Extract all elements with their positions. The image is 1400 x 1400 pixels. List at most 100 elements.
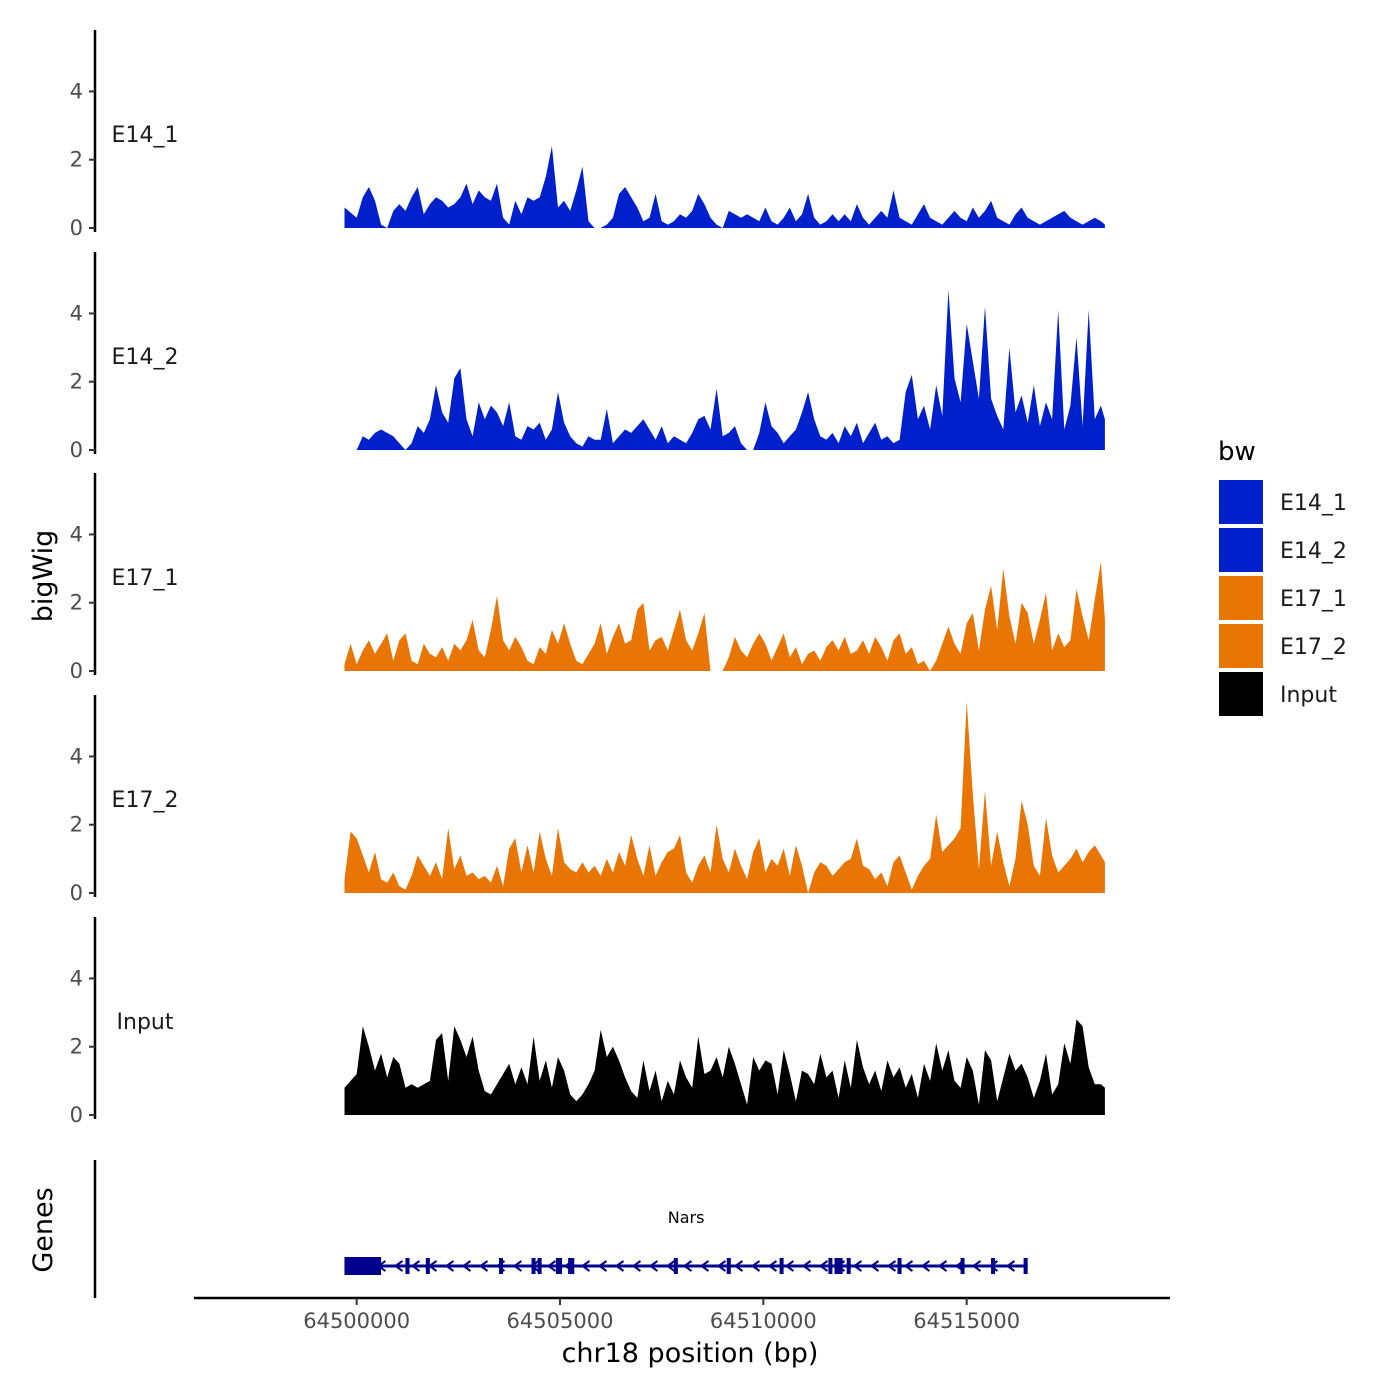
y-tick-label: 2 (70, 370, 83, 394)
exon (726, 1258, 731, 1274)
strand-arrow (665, 1260, 676, 1272)
legend-label: E17_1 (1280, 587, 1347, 612)
strand-arrow (682, 1260, 693, 1272)
strand-arrow (1005, 1260, 1016, 1272)
track-panel-e17_1: 0 2 4 E17_1 (70, 473, 1105, 683)
gene-track: Nars (93, 1160, 1028, 1298)
legend-entry-e14_1: E14_1 (1219, 480, 1347, 524)
track-label: E14_1 (112, 123, 179, 148)
exon (779, 1258, 784, 1274)
strand-arrow (971, 1260, 982, 1272)
signal-area-e14_1 (344, 146, 1105, 228)
signal-area-e14_2 (356, 289, 1105, 450)
legend-swatch (1219, 672, 1263, 716)
y-tick-label: 2 (70, 1035, 83, 1059)
exon (344, 1257, 382, 1275)
exon (838, 1258, 843, 1274)
legend-entry-e17_2: E17_2 (1219, 624, 1347, 668)
track-label: Input (117, 1010, 174, 1035)
exon (568, 1258, 575, 1274)
y-tick-label: 0 (70, 438, 83, 462)
strand-arrow (393, 1260, 404, 1272)
y-tick-label: 2 (70, 813, 83, 837)
exon (897, 1258, 902, 1274)
legend-label: Input (1280, 683, 1337, 708)
strand-arrow (750, 1260, 761, 1272)
legend-entry-input: Input (1219, 672, 1337, 716)
track-panel-e14_2: 0 2 4 E14_2 (70, 252, 1105, 462)
y-tick-label: 4 (70, 744, 83, 768)
strand-arrow (903, 1260, 914, 1272)
strand-arrow (461, 1260, 472, 1272)
legend-swatch (1219, 624, 1263, 668)
strand-arrow (767, 1260, 778, 1272)
y-axis-title: bigWig (28, 530, 59, 623)
exon (828, 1258, 833, 1274)
exon (425, 1258, 430, 1274)
y-tick-label: 0 (70, 216, 83, 240)
strand-arrow (818, 1260, 829, 1272)
exon (1023, 1258, 1028, 1274)
y-tick-label: 0 (70, 881, 83, 905)
exon (499, 1258, 503, 1274)
exon (405, 1258, 410, 1274)
gene-name-label: Nars (668, 1208, 705, 1227)
signal-area-input (344, 1019, 1105, 1115)
x-tick-label: 64500000 (303, 1309, 410, 1333)
strand-arrow (920, 1260, 931, 1272)
legend: bw E14_1 E14_2 E17_1 E17_2 Input (1218, 437, 1347, 716)
track-label: E17_1 (112, 566, 179, 591)
y-tick-label: 4 (70, 522, 83, 546)
y-tick-label: 4 (70, 79, 83, 103)
legend-title: bw (1218, 437, 1256, 467)
strand-arrow (716, 1260, 727, 1272)
y-tick-label: 0 (70, 1103, 83, 1127)
x-axis-title: chr18 position (bp) (562, 1338, 819, 1369)
legend-swatch (1219, 576, 1263, 620)
strand-arrow (631, 1260, 642, 1272)
signal-area-e17_2 (344, 701, 1105, 893)
x-tick-label: 64515000 (913, 1309, 1020, 1333)
y-tick-label: 2 (70, 148, 83, 172)
strand-arrow (869, 1260, 880, 1272)
exon (846, 1258, 851, 1274)
strand-arrow (580, 1260, 591, 1272)
strand-arrow (648, 1260, 659, 1272)
exon (960, 1258, 965, 1274)
strand-arrow (410, 1260, 421, 1272)
exon (555, 1258, 563, 1274)
x-axis: 64500000 64505000 64510000 64515000 (194, 1296, 1170, 1333)
legend-swatch (1219, 480, 1263, 524)
genes-axis-title: Genes (28, 1187, 59, 1272)
strand-arrow (529, 1260, 540, 1272)
y-tick-label: 2 (70, 591, 83, 615)
exon (537, 1258, 542, 1274)
legend-entry-e14_2: E14_2 (1219, 528, 1347, 572)
strand-arrow (937, 1260, 948, 1272)
y-tick-label: 0 (70, 659, 83, 683)
x-tick-label: 64510000 (710, 1309, 817, 1333)
strand-arrow (733, 1260, 744, 1272)
legend-label: E14_2 (1280, 539, 1347, 564)
strand-arrow (699, 1260, 710, 1272)
track-label: E17_2 (112, 788, 179, 813)
legend-label: E14_1 (1280, 491, 1347, 516)
strand-arrow (801, 1260, 812, 1272)
track-label: E14_2 (112, 345, 179, 370)
x-tick-label: 64505000 (507, 1309, 614, 1333)
strand-arrow (988, 1260, 999, 1272)
legend-label: E17_2 (1280, 635, 1347, 660)
y-tick-label: 4 (70, 301, 83, 325)
exon (673, 1258, 678, 1274)
strand-arrow (597, 1260, 608, 1272)
track-panel-input: 0 2 4 Input (70, 917, 1105, 1127)
strand-arrow (444, 1260, 455, 1272)
strand-arrow (512, 1260, 523, 1272)
track-panel-e14_1: 0 2 4 E14_1 (70, 30, 1105, 240)
y-tick-label: 4 (70, 966, 83, 990)
legend-swatch (1219, 528, 1263, 572)
strand-arrow (614, 1260, 625, 1272)
strand-arrow (546, 1260, 557, 1272)
signal-area-e17_1 (344, 561, 1105, 671)
